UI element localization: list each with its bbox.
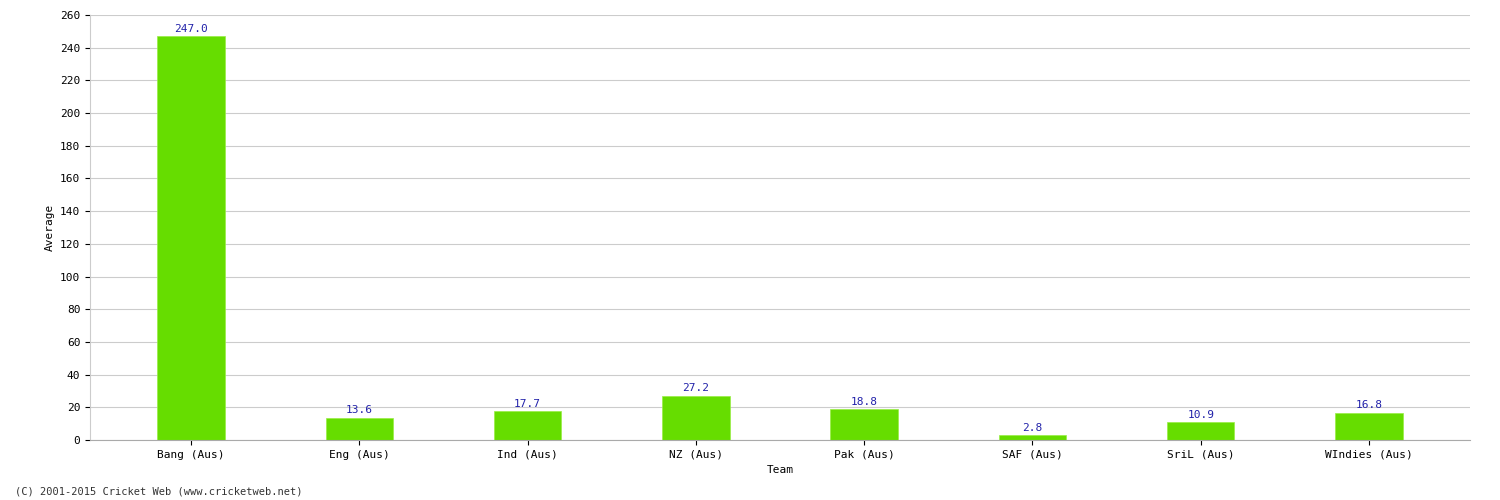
- Bar: [1167, 422, 1234, 440]
- Text: 16.8: 16.8: [1356, 400, 1383, 410]
- Text: 18.8: 18.8: [850, 397, 877, 407]
- Bar: [158, 36, 225, 440]
- Text: 247.0: 247.0: [174, 24, 208, 34]
- X-axis label: Team: Team: [766, 466, 794, 475]
- Text: 17.7: 17.7: [514, 398, 541, 408]
- Bar: [831, 410, 898, 440]
- Y-axis label: Average: Average: [45, 204, 54, 251]
- Text: 13.6: 13.6: [346, 406, 374, 415]
- Text: (C) 2001-2015 Cricket Web (www.cricketweb.net): (C) 2001-2015 Cricket Web (www.cricketwe…: [15, 487, 303, 497]
- Bar: [999, 436, 1066, 440]
- Bar: [326, 418, 393, 440]
- Bar: [1335, 412, 1402, 440]
- Bar: [662, 396, 729, 440]
- Text: 27.2: 27.2: [682, 383, 709, 393]
- Bar: [494, 411, 561, 440]
- Text: 10.9: 10.9: [1186, 410, 1214, 420]
- Text: 2.8: 2.8: [1023, 423, 1042, 433]
